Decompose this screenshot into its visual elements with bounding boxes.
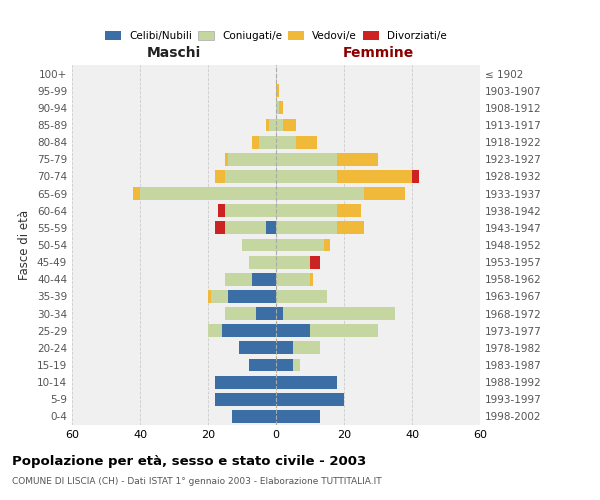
Bar (310, 324, 378, 337)
Bar (269, 118, 276, 132)
Bar (323, 238, 331, 252)
Legend: Celibi/Nubili, Coniugati/e, Vedovi/e, Divorziati/e: Celibi/Nubili, Coniugati/e, Vedovi/e, Di… (101, 27, 451, 46)
Bar (229, 290, 276, 303)
Bar (412, 170, 419, 183)
Bar (259, 136, 276, 148)
Bar (249, 358, 276, 372)
Bar (310, 273, 313, 285)
Bar (337, 153, 378, 166)
Bar (208, 324, 221, 337)
Bar (293, 358, 300, 372)
Text: Popolazione per età, sesso e stato civile - 2003: Popolazione per età, sesso e stato civil… (12, 455, 366, 468)
Bar (337, 170, 412, 183)
Bar (276, 324, 310, 337)
Bar (225, 222, 266, 234)
Bar (232, 410, 276, 423)
Bar (276, 273, 310, 285)
Bar (276, 222, 337, 234)
Text: Femmine: Femmine (343, 46, 413, 60)
Bar (276, 170, 337, 183)
Bar (218, 204, 225, 217)
Bar (276, 102, 280, 114)
Bar (276, 204, 337, 217)
Bar (276, 376, 337, 388)
Bar (364, 187, 405, 200)
Text: COMUNE DI LISCIA (CH) - Dati ISTAT 1° gennaio 2003 - Elaborazione TUTTITALIA.IT: COMUNE DI LISCIA (CH) - Dati ISTAT 1° ge… (12, 476, 382, 486)
Bar (293, 342, 320, 354)
Bar (296, 136, 317, 148)
Bar (276, 136, 296, 148)
Bar (266, 222, 276, 234)
Bar (215, 170, 225, 183)
Bar (211, 290, 229, 303)
Bar (225, 170, 276, 183)
Bar (256, 307, 276, 320)
Bar (276, 393, 344, 406)
Bar (252, 273, 276, 285)
Bar (242, 238, 276, 252)
Bar (221, 324, 276, 337)
Bar (283, 118, 296, 132)
Bar (337, 222, 364, 234)
Bar (276, 238, 323, 252)
Bar (229, 153, 276, 166)
Bar (225, 307, 256, 320)
Bar (276, 153, 337, 166)
Bar (276, 290, 327, 303)
Bar (280, 102, 283, 114)
Bar (276, 342, 293, 354)
Bar (252, 136, 259, 148)
Bar (225, 153, 229, 166)
Bar (283, 307, 395, 320)
Bar (276, 118, 283, 132)
Bar (276, 307, 283, 320)
Bar (310, 256, 320, 268)
Bar (249, 256, 276, 268)
Bar (133, 187, 140, 200)
Bar (140, 187, 276, 200)
Bar (276, 84, 280, 97)
Bar (276, 187, 364, 200)
Bar (337, 204, 361, 217)
Y-axis label: Fasce di età: Fasce di età (19, 210, 31, 280)
Bar (208, 290, 211, 303)
Bar (215, 376, 276, 388)
Bar (276, 410, 320, 423)
Bar (266, 118, 269, 132)
Bar (215, 393, 276, 406)
Bar (276, 256, 310, 268)
Bar (225, 204, 276, 217)
Bar (239, 342, 276, 354)
Bar (225, 273, 252, 285)
Bar (276, 358, 293, 372)
Text: Maschi: Maschi (147, 46, 201, 60)
Bar (215, 222, 225, 234)
